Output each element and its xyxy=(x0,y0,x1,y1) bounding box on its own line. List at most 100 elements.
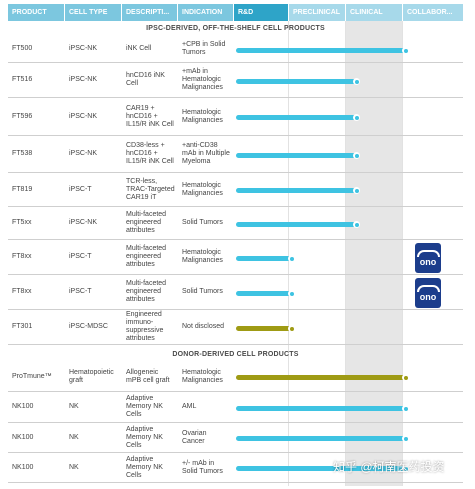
cell-type: iPSC-NK xyxy=(69,76,98,83)
progress-bar xyxy=(236,405,409,412)
cell-type: iPSC-NK xyxy=(69,112,98,120)
lane-divider xyxy=(345,21,346,486)
indication: +/- mAb in Solid Tumors xyxy=(182,459,223,475)
section-ipsc-title: IPSC-DERIVED, OFF-THE-SHELF CELL PRODUCT… xyxy=(146,25,325,32)
progress-bar-end-marker xyxy=(353,114,360,121)
description: Multi-faceted engineered attributes xyxy=(126,245,167,268)
progress-bar xyxy=(236,465,409,472)
description: Adaptive Memory NK Cells xyxy=(126,455,163,479)
progress-bar-end-marker xyxy=(402,374,409,381)
ono-partner-logo: ono xyxy=(415,243,441,273)
header-description[interactable]: DESCRIPTI... xyxy=(122,4,177,21)
product-name: FT516 xyxy=(12,76,33,83)
pipeline-row: FT819 iPSC-T TCR-less, TRAC-Targeted CAR19… xyxy=(8,173,463,207)
progress-bar-end-marker xyxy=(353,152,360,159)
progress-bar-end-marker xyxy=(288,290,295,297)
cell-type: iPSC-MDSC xyxy=(69,323,108,330)
pipeline-row: FT538 iPSC-NK CD38-less + hnCD16 + IL15/R … xyxy=(8,136,463,173)
description: hnCD16 iNK Cell xyxy=(126,72,165,87)
header-rnd[interactable]: R&D xyxy=(234,4,288,21)
pipeline-row: FT301 iPSC-MDSC Engineered immuno-suppress… xyxy=(8,310,463,345)
product-name: FT8xx xyxy=(12,288,32,295)
cell-type: NK xyxy=(69,403,79,410)
progress-bar-end-marker xyxy=(402,435,409,442)
header-indication[interactable]: INDICATION xyxy=(178,4,233,21)
product-name: FT301 xyxy=(12,323,33,330)
header-preclinical[interactable]: PRECLINICAL xyxy=(289,4,345,21)
product-name: NK100 xyxy=(12,403,34,410)
product-name: FT500 xyxy=(12,45,33,52)
pipeline-row: FT5xx iPSC-NK Multi-faceted engineered att… xyxy=(8,207,463,240)
header-collaboration[interactable]: COLLABOR... xyxy=(403,4,463,21)
pipeline-row: FT596 iPSC-NK CAR19 + hnCD16 + IL15/R iNK … xyxy=(8,98,463,136)
indication: Ovarian Cancer xyxy=(182,429,207,445)
progress-bar xyxy=(236,47,409,54)
progress-bar-end-marker xyxy=(353,78,360,85)
progress-bar xyxy=(236,114,360,121)
cell-type: iPSC-NK xyxy=(69,150,98,157)
progress-bar xyxy=(236,290,295,297)
lane-divider xyxy=(402,21,403,486)
indication: +CPB in Solid Tumors xyxy=(182,41,226,56)
progress-bar xyxy=(236,78,360,85)
indication: Hematologic Malignancies xyxy=(182,368,223,384)
progress-bar xyxy=(236,255,295,262)
description: TCR-less, TRAC-Targeted CAR19 iT xyxy=(126,177,175,201)
pipeline-row: FT500 iPSC-NK iNK Cell +CPB in Solid Tumors xyxy=(8,36,463,63)
logo-ring-icon xyxy=(416,284,440,292)
cell-type: NK xyxy=(69,433,79,441)
progress-bar-end-marker xyxy=(402,465,409,472)
product-name: ProTmune™ xyxy=(12,372,52,380)
progress-bar xyxy=(236,435,409,442)
product-name: FT8xx xyxy=(12,253,32,260)
description: Adaptive Memory NK Cells xyxy=(126,425,163,449)
pipeline-row: NK100 NK Adaptive Memory NK Cells AML xyxy=(8,392,463,423)
product-name: FT538 xyxy=(12,150,33,157)
product-name: NK100 xyxy=(12,463,34,471)
pipeline-row: NK100 NK Adaptive Memory NK Cells Ovarian C… xyxy=(8,423,463,453)
cell-type: NK xyxy=(69,463,79,471)
indication: Not disclosed xyxy=(182,323,225,330)
progress-bar-end-marker xyxy=(288,325,295,332)
progress-bar xyxy=(236,187,360,194)
indication: Hematologic Malignancies xyxy=(182,181,223,197)
pipeline-row: NK100 NK Adaptive Memory NK Cells +/- mAb i… xyxy=(8,453,463,483)
indication: Hematologic Malignancies xyxy=(182,108,223,124)
product-name: FT819 xyxy=(12,185,33,193)
description: iNK Cell xyxy=(126,45,152,52)
progress-bar-end-marker xyxy=(288,255,295,262)
indication: +mAb in Hematologic Malignancies xyxy=(182,68,223,91)
watermark: 知乎 @柯南医药投资 xyxy=(333,460,445,474)
pipeline-row: FT8xx iPSC-T Multi-faceted engineered attr… xyxy=(8,240,463,275)
description: Adaptive Memory NK Cells xyxy=(126,395,163,418)
pipeline-table: PRODUCT CELL TYPE DESCRIPTI... INDICATION R&… xyxy=(8,4,463,486)
lane-divider xyxy=(288,21,289,486)
product-name: FT596 xyxy=(12,112,33,120)
progress-bar xyxy=(236,152,360,159)
indication: Hematologic Malignancies xyxy=(182,249,223,264)
progress-bar xyxy=(236,374,409,381)
cell-type: Hematopoietic graft xyxy=(69,368,114,384)
header-clinical[interactable]: CLINICAL xyxy=(346,4,402,21)
section-donor-title: DONOR-DERIVED CELL PRODUCTS xyxy=(172,351,299,358)
cell-type: iPSC-T xyxy=(69,288,92,295)
progress-bar-end-marker xyxy=(353,187,360,194)
indication: AML xyxy=(182,403,197,410)
pipeline-row: FT516 iPSC-NK hnCD16 iNK Cell +mAb in Hemat… xyxy=(8,63,463,98)
logo-text: ono xyxy=(419,256,437,267)
description: Engineered immuno-suppressive attributes xyxy=(126,311,164,342)
header-cell-type[interactable]: CELL TYPE xyxy=(65,4,121,21)
logo-ring-icon xyxy=(416,249,440,257)
cell-type: iPSC-NK xyxy=(69,45,98,52)
description: Multi-faceted engineered attributes xyxy=(126,211,167,234)
cell-type: iPSC-T xyxy=(69,185,92,193)
indication: Solid Tumors xyxy=(182,288,223,295)
pipeline-row: FT8xx iPSC-T Multi-faceted engineered attr… xyxy=(8,275,463,310)
progress-bar-end-marker xyxy=(402,47,409,54)
header-product[interactable]: PRODUCT xyxy=(8,4,64,21)
pipeline-row: ProTmune™ Hematopoietic graft Allogeneic m… xyxy=(8,362,463,392)
cell-type: iPSC-T xyxy=(69,253,92,260)
product-name: FT5xx xyxy=(12,219,32,226)
description: Allogeneic mPB cell graft xyxy=(126,368,170,384)
description: CD38-less + hnCD16 + IL15/R iNK Cell xyxy=(126,142,174,165)
